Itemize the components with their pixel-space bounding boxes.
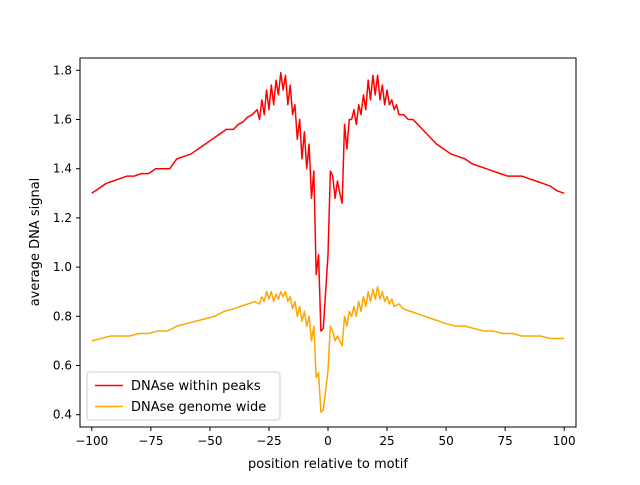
series-line-dnase-genome-wide <box>91 286 565 413</box>
y-tick-label: 0.4 <box>53 408 72 422</box>
x-tick-label: −75 <box>138 434 163 448</box>
x-tick-label: 0 <box>324 434 332 448</box>
x-tick-label: 50 <box>438 434 453 448</box>
x-tick-label: 75 <box>498 434 513 448</box>
series-line-dnase-within-peaks <box>91 72 565 332</box>
legend-label-within-peaks: DNAse within peaks <box>131 379 261 394</box>
y-tick-label: 1.0 <box>53 260 72 274</box>
y-tick-label: 1.6 <box>53 113 72 127</box>
y-tick-label: 1.8 <box>53 63 72 77</box>
legend: DNAse within peaks DNAse genome wide <box>86 371 281 421</box>
x-tick-label: 100 <box>553 434 576 448</box>
x-tick-label: 25 <box>379 434 394 448</box>
legend-box <box>86 371 281 421</box>
x-tick-label: −50 <box>197 434 222 448</box>
y-axis-label: average DNA signal <box>28 178 43 307</box>
y-tick-label: 0.6 <box>53 359 72 373</box>
x-axis-label: position relative to motif <box>248 457 408 472</box>
legend-label-genome-wide: DNAse genome wide <box>131 400 266 415</box>
x-tick-label: −100 <box>75 434 108 448</box>
y-tick-label: 1.4 <box>53 162 72 176</box>
y-tick-label: 1.2 <box>53 211 72 225</box>
x-axis-ticks: −100 −75 −50 −25 0 25 50 75 100 <box>75 427 576 448</box>
x-tick-label: −25 <box>256 434 281 448</box>
y-axis-ticks: 0.4 0.6 0.8 1.0 1.2 1.4 1.6 1.8 <box>53 63 80 422</box>
y-tick-label: 0.8 <box>53 309 72 323</box>
series-layer <box>91 72 565 413</box>
